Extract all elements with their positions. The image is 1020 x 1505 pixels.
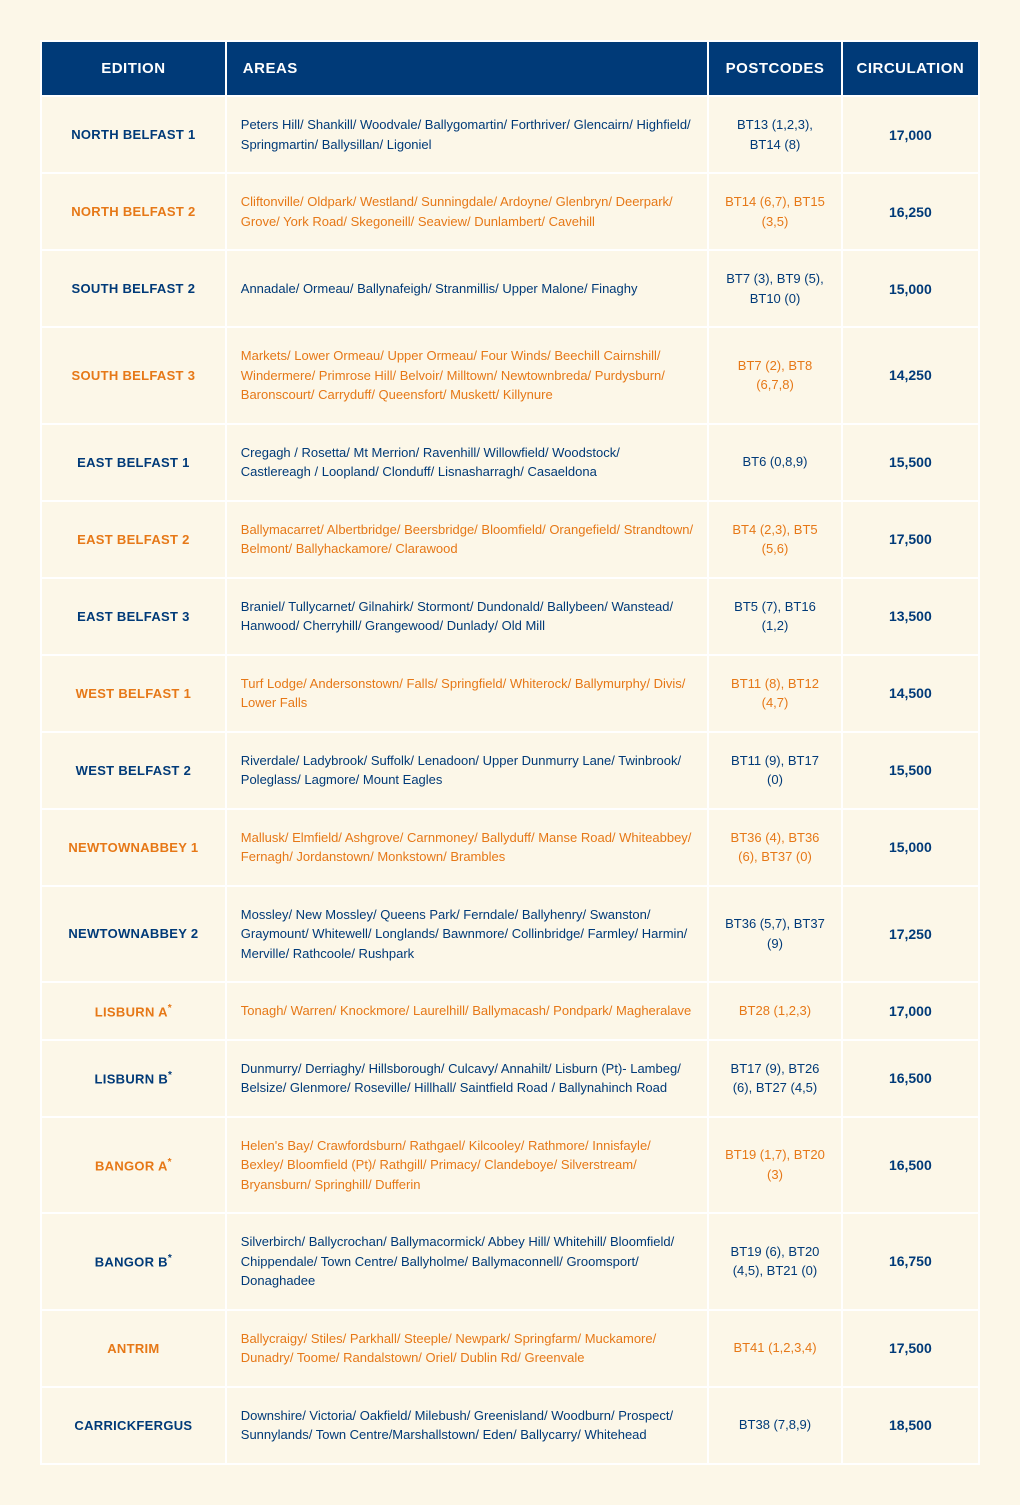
- table-row: WEST BELFAST 2Riverdale/ Ladybrook/ Suff…: [41, 732, 979, 809]
- postcodes-cell: BT38 (7,8,9): [708, 1387, 841, 1464]
- header-circulation: CIRCULATION: [842, 41, 979, 96]
- edition-cell: BANGOR A*: [41, 1117, 226, 1214]
- edition-cell: WEST BELFAST 2: [41, 732, 226, 809]
- circulation-cell: 16,500: [842, 1117, 979, 1214]
- areas-cell: Braniel/ Tullycarnet/ Gilnahirk/ Stormon…: [226, 578, 708, 655]
- asterisk: *: [168, 1003, 172, 1014]
- table-row: LISBURN A*Tonagh/ Warren/ Knockmore/ Lau…: [41, 982, 979, 1040]
- circulation-cell: 17,500: [842, 501, 979, 578]
- header-row: EDITION AREAS POSTCODES CIRCULATION: [41, 41, 979, 96]
- postcodes-cell: BT6 (0,8,9): [708, 424, 841, 501]
- circulation-cell: 17,250: [842, 886, 979, 983]
- areas-cell: Cliftonville/ Oldpark/ Westland/ Sunning…: [226, 173, 708, 250]
- postcodes-cell: BT17 (9), BT26 (6), BT27 (4,5): [708, 1040, 841, 1117]
- edition-cell: EAST BELFAST 1: [41, 424, 226, 501]
- table-row: SOUTH BELFAST 2Annadale/ Ormeau/ Ballyna…: [41, 250, 979, 327]
- asterisk: *: [168, 1070, 172, 1081]
- circulation-cell: 18,500: [842, 1387, 979, 1464]
- editions-table: EDITION AREAS POSTCODES CIRCULATION NORT…: [40, 40, 980, 1465]
- header-areas: AREAS: [226, 41, 708, 96]
- table-row: EAST BELFAST 3Braniel/ Tullycarnet/ Giln…: [41, 578, 979, 655]
- areas-cell: Cregagh / Rosetta/ Mt Merrion/ Ravenhill…: [226, 424, 708, 501]
- areas-cell: Mossley/ New Mossley/ Queens Park/ Fernd…: [226, 886, 708, 983]
- edition-cell: NEWTOWNABBEY 2: [41, 886, 226, 983]
- edition-cell: EAST BELFAST 3: [41, 578, 226, 655]
- circulation-cell: 16,750: [842, 1213, 979, 1310]
- edition-cell: LISBURN B*: [41, 1040, 226, 1117]
- areas-cell: Annadale/ Ormeau/ Ballynafeigh/ Stranmil…: [226, 250, 708, 327]
- edition-cell: BANGOR B*: [41, 1213, 226, 1310]
- circulation-cell: 16,250: [842, 173, 979, 250]
- postcodes-cell: BT7 (3), BT9 (5), BT10 (0): [708, 250, 841, 327]
- table-row: NEWTOWNABBEY 2Mossley/ New Mossley/ Quee…: [41, 886, 979, 983]
- edition-cell: LISBURN A*: [41, 982, 226, 1040]
- table-row: NORTH BELFAST 1Peters Hill/ Shankill/ Wo…: [41, 96, 979, 173]
- areas-cell: Peters Hill/ Shankill/ Woodvale/ Ballygo…: [226, 96, 708, 173]
- areas-cell: Riverdale/ Ladybrook/ Suffolk/ Lenadoon/…: [226, 732, 708, 809]
- edition-cell: NORTH BELFAST 2: [41, 173, 226, 250]
- edition-cell: SOUTH BELFAST 3: [41, 327, 226, 424]
- areas-cell: Ballymacarret/ Albertbridge/ Beersbridge…: [226, 501, 708, 578]
- circulation-cell: 15,500: [842, 424, 979, 501]
- header-postcodes: POSTCODES: [708, 41, 841, 96]
- postcodes-cell: BT5 (7), BT16 (1,2): [708, 578, 841, 655]
- postcodes-cell: BT19 (1,7), BT20 (3): [708, 1117, 841, 1214]
- postcodes-cell: BT11 (8), BT12 (4,7): [708, 655, 841, 732]
- circulation-cell: 17,000: [842, 982, 979, 1040]
- postcodes-cell: BT4 (2,3), BT5 (5,6): [708, 501, 841, 578]
- circulation-cell: 14,500: [842, 655, 979, 732]
- table-row: BANGOR B*Silverbirch/ Ballycrochan/ Ball…: [41, 1213, 979, 1310]
- postcodes-cell: BT41 (1,2,3,4): [708, 1310, 841, 1387]
- table-row: NEWTOWNABBEY 1Mallusk/ Elmfield/ Ashgrov…: [41, 809, 979, 886]
- table-row: LISBURN B*Dunmurry/ Derriaghy/ Hillsboro…: [41, 1040, 979, 1117]
- areas-cell: Silverbirch/ Ballycrochan/ Ballymacormic…: [226, 1213, 708, 1310]
- circulation-cell: 17,000: [842, 96, 979, 173]
- edition-cell: ANTRIM: [41, 1310, 226, 1387]
- table-row: EAST BELFAST 1Cregagh / Rosetta/ Mt Merr…: [41, 424, 979, 501]
- table-row: EAST BELFAST 2Ballymacarret/ Albertbridg…: [41, 501, 979, 578]
- edition-cell: SOUTH BELFAST 2: [41, 250, 226, 327]
- postcodes-cell: BT11 (9), BT17 (0): [708, 732, 841, 809]
- asterisk: *: [168, 1157, 172, 1168]
- circulation-cell: 14,250: [842, 327, 979, 424]
- areas-cell: Dunmurry/ Derriaghy/ Hillsborough/ Culca…: [226, 1040, 708, 1117]
- postcodes-cell: BT36 (5,7), BT37 (9): [708, 886, 841, 983]
- edition-cell: WEST BELFAST 1: [41, 655, 226, 732]
- areas-cell: Helen's Bay/ Crawfordsburn/ Rathgael/ Ki…: [226, 1117, 708, 1214]
- circulation-cell: 15,000: [842, 250, 979, 327]
- asterisk: *: [168, 1253, 172, 1264]
- postcodes-cell: BT7 (2), BT8 (6,7,8): [708, 327, 841, 424]
- edition-cell: EAST BELFAST 2: [41, 501, 226, 578]
- edition-cell: NEWTOWNABBEY 1: [41, 809, 226, 886]
- areas-cell: Ballycraigy/ Stiles/ Parkhall/ Steeple/ …: [226, 1310, 708, 1387]
- areas-cell: Downshire/ Victoria/ Oakfield/ Milebush/…: [226, 1387, 708, 1464]
- edition-cell: NORTH BELFAST 1: [41, 96, 226, 173]
- header-edition: EDITION: [41, 41, 226, 96]
- table-row: SOUTH BELFAST 3Markets/ Lower Ormeau/ Up…: [41, 327, 979, 424]
- circulation-cell: 16,500: [842, 1040, 979, 1117]
- postcodes-cell: BT13 (1,2,3), BT14 (8): [708, 96, 841, 173]
- circulation-cell: 13,500: [842, 578, 979, 655]
- circulation-cell: 15,000: [842, 809, 979, 886]
- table-row: BANGOR A*Helen's Bay/ Crawfordsburn/ Rat…: [41, 1117, 979, 1214]
- postcodes-cell: BT28 (1,2,3): [708, 982, 841, 1040]
- table-row: ANTRIMBallycraigy/ Stiles/ Parkhall/ Ste…: [41, 1310, 979, 1387]
- postcodes-cell: BT19 (6), BT20 (4,5), BT21 (0): [708, 1213, 841, 1310]
- areas-cell: Tonagh/ Warren/ Knockmore/ Laurelhill/ B…: [226, 982, 708, 1040]
- table-row: CARRICKFERGUSDownshire/ Victoria/ Oakfie…: [41, 1387, 979, 1464]
- areas-cell: Markets/ Lower Ormeau/ Upper Ormeau/ Fou…: [226, 327, 708, 424]
- areas-cell: Mallusk/ Elmfield/ Ashgrove/ Carnmoney/ …: [226, 809, 708, 886]
- edition-cell: CARRICKFERGUS: [41, 1387, 226, 1464]
- table-row: WEST BELFAST 1Turf Lodge/ Andersonstown/…: [41, 655, 979, 732]
- circulation-cell: 15,500: [842, 732, 979, 809]
- postcodes-cell: BT36 (4), BT36 (6), BT37 (0): [708, 809, 841, 886]
- circulation-cell: 17,500: [842, 1310, 979, 1387]
- table-row: NORTH BELFAST 2Cliftonville/ Oldpark/ We…: [41, 173, 979, 250]
- areas-cell: Turf Lodge/ Andersonstown/ Falls/ Spring…: [226, 655, 708, 732]
- postcodes-cell: BT14 (6,7), BT15 (3,5): [708, 173, 841, 250]
